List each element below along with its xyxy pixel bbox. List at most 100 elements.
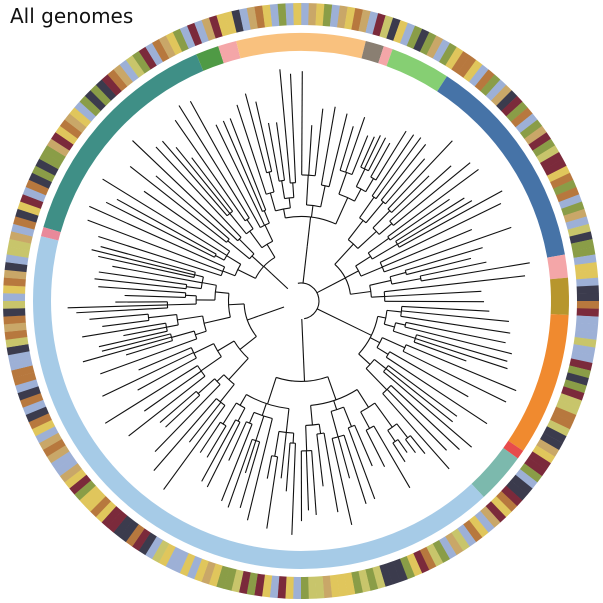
tree-arc [382, 385, 392, 394]
tree-branch [137, 357, 197, 391]
tree-branch [153, 398, 217, 471]
outer-ring-segment [393, 20, 409, 44]
tree-arc [261, 240, 273, 249]
tree-branch [393, 330, 416, 339]
outer-ring-segment [506, 101, 528, 122]
tree-branch [328, 113, 348, 187]
tree-branch [91, 249, 195, 276]
outer-ring-segment [569, 358, 593, 371]
outer-ring-segment [246, 572, 258, 596]
tree-arc [271, 455, 278, 458]
outer-ring-segment [17, 201, 41, 216]
outer-ring-segment [28, 172, 52, 189]
tree-branch [249, 230, 263, 249]
outer-ring-segment [519, 463, 543, 483]
tree-branch [195, 330, 207, 336]
outer-ring-segment [35, 426, 59, 444]
outer-ring-segment [165, 31, 183, 56]
tree-arc [245, 228, 254, 235]
tree-branch [258, 306, 285, 317]
outer-ring-segment [515, 469, 538, 489]
clade-ring-segment [386, 49, 447, 92]
tree-arc [330, 406, 344, 412]
outer-ring-segment [426, 35, 444, 59]
outer-ring-segment [28, 413, 52, 430]
tree-branch [215, 291, 229, 294]
outer-ring-segment [386, 561, 401, 585]
tree-arc [338, 193, 355, 202]
tree-arc [262, 209, 266, 212]
tree-branches [67, 69, 530, 535]
tree-branch [138, 347, 192, 371]
outer-ring-segment [3, 292, 26, 301]
outer-ring-segment [567, 365, 591, 379]
tree-branch [275, 122, 286, 181]
outer-ring-segment [107, 510, 128, 533]
tree-branch [186, 286, 202, 290]
outer-ring-segment [17, 386, 41, 401]
outer-ring-segment [69, 107, 92, 128]
outer-ring-segment [315, 576, 325, 599]
tree-branch [132, 140, 239, 242]
tree-arc [387, 236, 391, 241]
tree-branch [178, 105, 250, 219]
tree-arc [170, 333, 173, 341]
tree-arc [385, 351, 391, 358]
tree-branch [105, 201, 215, 258]
outer-ring-segment [524, 125, 547, 145]
outer-ring-segment [285, 576, 294, 599]
tree-branch [266, 455, 273, 479]
outer-ring-segment [152, 38, 170, 62]
outer-ring-segment [113, 64, 134, 87]
tree-branch [104, 365, 198, 424]
outer-ring-segment [555, 399, 580, 416]
tree-arc [251, 438, 260, 443]
tree-branch [406, 257, 472, 276]
outer-ring-segment [406, 25, 423, 49]
outer-ring-segment [399, 555, 416, 580]
tree-branch [354, 188, 362, 202]
tree-branch [167, 303, 197, 306]
outer-ring-segment [55, 457, 78, 477]
outer-ring-segment [576, 308, 599, 317]
tree-branch [360, 411, 371, 429]
tree-arc [358, 316, 379, 355]
tree-branch [82, 336, 172, 363]
outer-ring-segment [572, 344, 596, 356]
outer-ring-segment [3, 269, 27, 280]
tree-branch [320, 185, 326, 207]
clade-ring-segment [547, 254, 568, 280]
outer-ring-segment [515, 113, 538, 134]
outer-ring-segment [480, 506, 501, 528]
tree-branch [386, 309, 402, 313]
tree-arc [260, 222, 270, 228]
tree-branch [98, 330, 168, 348]
outer-ring-segment [208, 563, 223, 587]
tree-branch [370, 142, 391, 178]
clade-ring-segment [550, 277, 569, 316]
tree-branch [384, 275, 526, 293]
tree-arc [348, 424, 355, 429]
tree-branch [385, 158, 426, 205]
outer-ring-segment [216, 565, 230, 589]
tree-branch [283, 208, 286, 219]
tree-arc [405, 435, 411, 440]
tree-arc [220, 266, 226, 276]
outer-ring-segment [64, 113, 87, 133]
tree-arc [305, 423, 320, 427]
outer-ring-segment [277, 3, 287, 26]
outer-ring-segment [179, 553, 196, 577]
tree-arc [223, 374, 235, 385]
tree-arc [185, 284, 188, 289]
tree-branch [143, 190, 230, 252]
tree-arc [334, 263, 351, 295]
outer-ring-segment [22, 186, 47, 203]
outer-ring-segment [285, 3, 295, 26]
tree-branch [365, 368, 388, 391]
outer-ring-segment [132, 50, 151, 74]
outer-ring-segment [308, 3, 317, 26]
tree-arc [214, 253, 217, 258]
tree-branch [102, 319, 149, 327]
tree-branch [124, 294, 186, 298]
tree-branch [373, 359, 387, 370]
